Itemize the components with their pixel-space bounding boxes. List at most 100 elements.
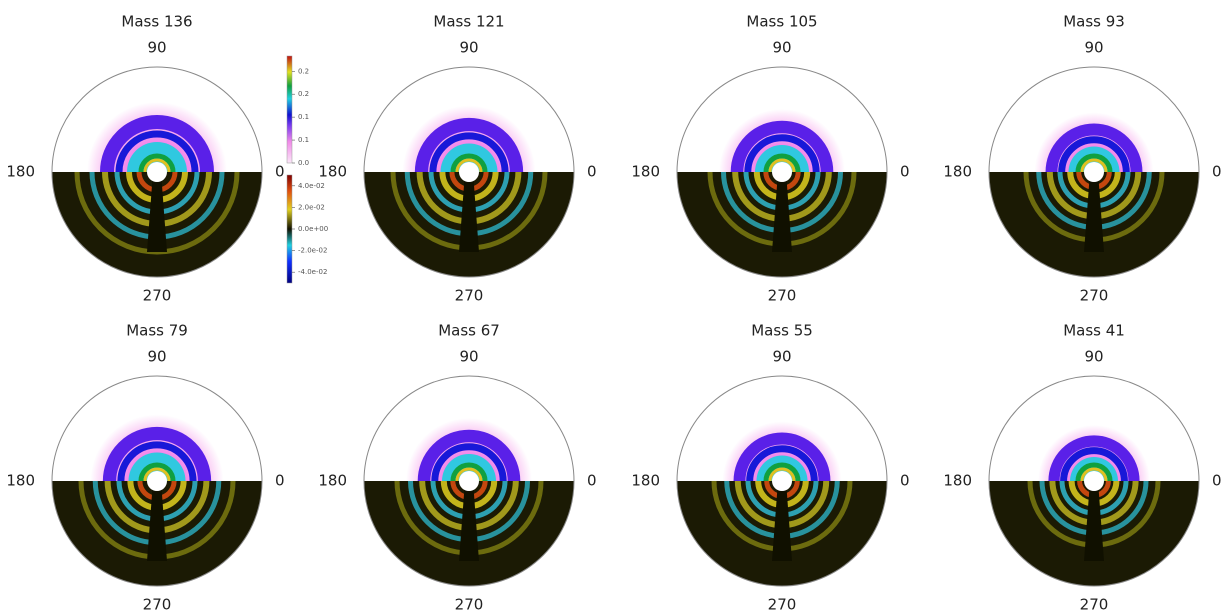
angle-label: 180 bbox=[318, 472, 347, 490]
panel-title: Mass 55 bbox=[751, 322, 813, 340]
polar-panel: Mass 136 90 270 180 0 bbox=[6, 13, 284, 305]
ring bbox=[455, 158, 483, 172]
outline bbox=[676, 66, 888, 278]
ring bbox=[138, 462, 176, 481]
ring bbox=[450, 462, 488, 481]
ring bbox=[115, 130, 199, 172]
outline bbox=[51, 375, 263, 587]
colorbar-tick-label: -4.0e-02 bbox=[298, 268, 327, 276]
panel-title: Mass 121 bbox=[433, 13, 504, 31]
stem bbox=[772, 481, 792, 561]
polar-panel: Mass 93 90 270 180 0 bbox=[943, 13, 1221, 305]
angle-label: 0 bbox=[900, 472, 910, 490]
angle-label: 180 bbox=[318, 163, 347, 181]
angle-label: 180 bbox=[631, 472, 660, 490]
lower-map bbox=[364, 172, 574, 277]
stem bbox=[459, 172, 479, 252]
angle-label: 180 bbox=[631, 163, 660, 181]
angle-label: 270 bbox=[455, 287, 484, 305]
angle-label: 0 bbox=[587, 163, 597, 181]
outline bbox=[988, 66, 1200, 278]
ring bbox=[417, 429, 521, 481]
upper-map bbox=[87, 102, 227, 172]
panel-title: Mass 79 bbox=[126, 322, 188, 340]
angle-label: 180 bbox=[6, 163, 35, 181]
ring bbox=[450, 153, 488, 172]
angle-label: 180 bbox=[943, 472, 972, 490]
center bbox=[772, 471, 792, 491]
angle-label: 0 bbox=[1212, 163, 1222, 181]
ring bbox=[1060, 447, 1128, 481]
outline bbox=[363, 66, 575, 278]
polar-panel: Mass 105 90 270 180 0 bbox=[631, 13, 909, 305]
angle-label: 90 bbox=[147, 348, 166, 366]
stem bbox=[459, 481, 479, 561]
upper-map bbox=[722, 421, 842, 481]
center bbox=[1084, 471, 1104, 491]
angle-label: 90 bbox=[772, 39, 791, 57]
center bbox=[147, 162, 167, 182]
angle-label: 90 bbox=[1084, 39, 1103, 57]
upper-map bbox=[402, 105, 536, 172]
ring bbox=[143, 467, 171, 481]
panel-title: Mass 93 bbox=[1063, 13, 1125, 31]
angle-label: 180 bbox=[6, 472, 35, 490]
angle-label: 0 bbox=[1212, 472, 1222, 490]
angle-label: 90 bbox=[772, 348, 791, 366]
stem bbox=[147, 172, 167, 252]
angle-label: 0 bbox=[900, 163, 910, 181]
polar-panel: Mass 67 90 270 180 0 bbox=[318, 322, 596, 612]
angle-label: 270 bbox=[143, 287, 172, 305]
ring bbox=[143, 158, 171, 172]
ring bbox=[138, 153, 176, 172]
polar-panel: Mass 79 90 270 180 0 bbox=[6, 322, 284, 612]
polar-panel: Mass 41 90 270 180 0 bbox=[943, 322, 1221, 612]
lower-map bbox=[989, 172, 1199, 277]
angle-label: 270 bbox=[768, 287, 797, 305]
angle-label: 270 bbox=[768, 596, 797, 612]
colorbar-tick-label: 0.1 bbox=[298, 113, 309, 121]
panel-title: Mass 67 bbox=[438, 322, 500, 340]
colorbar: 4.0e-02 2.0e-02 0.0e+00 -2.0e-02 -4.0e-02 bbox=[286, 174, 328, 284]
center bbox=[459, 162, 479, 182]
colorbar: 0.0 0.1 0.1 0.2 0.2 bbox=[286, 55, 309, 167]
angle-label: 0 bbox=[587, 472, 597, 490]
upper-map bbox=[719, 109, 845, 172]
ring bbox=[1080, 467, 1108, 481]
ring bbox=[414, 117, 524, 172]
lower-map bbox=[52, 481, 262, 586]
lower-map bbox=[677, 172, 887, 277]
angle-label: 270 bbox=[1080, 287, 1109, 305]
angle-label: 0 bbox=[275, 472, 285, 490]
colorbar-fill bbox=[286, 55, 293, 164]
angle-label: 90 bbox=[459, 39, 478, 57]
ring bbox=[1045, 123, 1143, 172]
ring bbox=[1080, 158, 1108, 172]
colorbar-tick-label: 2.0e-02 bbox=[298, 203, 325, 211]
upper-map bbox=[90, 414, 224, 481]
angle-label: 270 bbox=[143, 596, 172, 612]
upper-map bbox=[1038, 425, 1150, 481]
angle-label: 270 bbox=[455, 596, 484, 612]
outline bbox=[988, 375, 1200, 587]
panel-title: Mass 136 bbox=[121, 13, 192, 31]
ring bbox=[768, 467, 796, 481]
colorbar-tick-label: 0.2 bbox=[298, 67, 309, 75]
angle-label: 180 bbox=[943, 163, 972, 181]
angle-label: 90 bbox=[1084, 348, 1103, 366]
center bbox=[459, 471, 479, 491]
outline bbox=[363, 375, 575, 587]
stem bbox=[1084, 481, 1104, 561]
ring bbox=[744, 134, 820, 172]
colorbar-tick-label: 0.0 bbox=[298, 159, 309, 167]
colorbar-tick-label: 0.1 bbox=[298, 136, 309, 144]
polar-panel: Mass 121 90 270 180 0 bbox=[318, 13, 596, 305]
ring bbox=[1048, 435, 1140, 481]
ring bbox=[1075, 153, 1113, 172]
ring bbox=[746, 445, 818, 481]
angle-label: 270 bbox=[1080, 596, 1109, 612]
angle-label: 0 bbox=[275, 163, 285, 181]
lower-map bbox=[989, 481, 1199, 586]
colorbar-tick-label: 4.0e-02 bbox=[298, 182, 325, 190]
